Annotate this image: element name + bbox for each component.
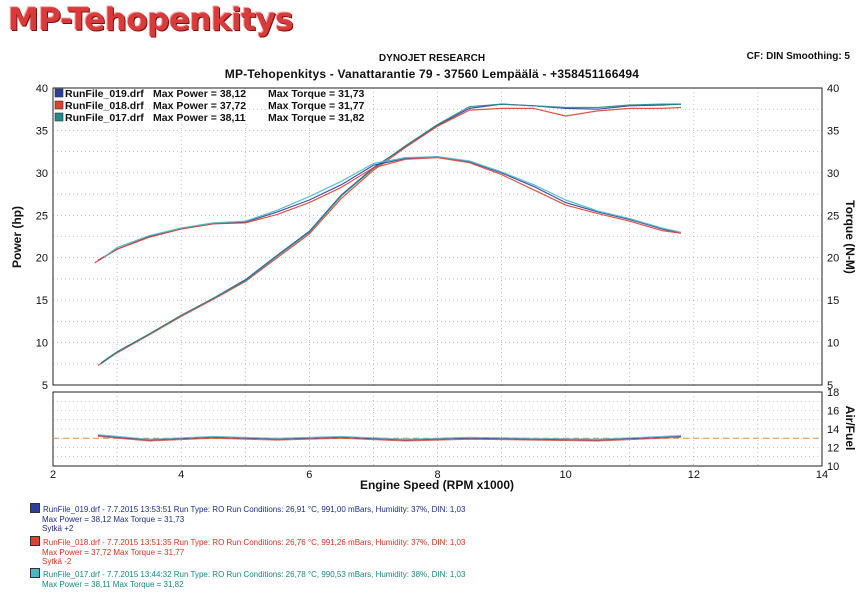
y-tick-label: 25 (36, 210, 48, 222)
y-axis-label: Power (hp) (10, 206, 24, 268)
legend-swatch (54, 112, 64, 122)
x-tick-label: 6 (306, 469, 312, 481)
run-color-swatch (30, 536, 40, 546)
run-details-line: RunFile_019.drf - 7.7.2015 13:53:51 Run … (30, 503, 465, 515)
legend-max-power: Max Power = 38,12 (153, 88, 246, 100)
x-tick-label: 4 (178, 469, 184, 481)
legend-file: RunFile_018.drf (65, 100, 144, 112)
run-details-block: RunFile_019.drf - 7.7.2015 13:53:51 Run … (30, 503, 465, 534)
main-plot-frame (52, 87, 823, 386)
run-conditions-text: RunFile_017.drf - 7.7.2015 13:44:32 Run … (43, 570, 466, 579)
y-tick-label: 35 (36, 125, 48, 137)
legend-max-power: Max Power = 37,72 (153, 100, 246, 112)
afr-axis-label: Air/Fuel (843, 406, 857, 451)
page-title: MP-Tehopenkitys - Vanattarantie 79 - 375… (224, 67, 640, 81)
y2-tick-label: 30 (827, 168, 839, 180)
afr-tick-label: 10 (827, 461, 839, 473)
company-name: DYNOJET RESEARCH (378, 53, 486, 64)
afr-series-line (97, 435, 682, 442)
legend-swatch (54, 100, 64, 110)
y2-tick-label: 15 (827, 295, 839, 307)
correction-factor-label: CF: DIN Smoothing: 5 (746, 51, 850, 62)
run-max-values: Max Power = 37,72 Max Torque = 31,77 (42, 547, 185, 557)
afr-series-line (97, 434, 682, 440)
legend-max-torque: Max Torque = 31,82 (268, 112, 365, 124)
x-axis-label: Engine Speed (RPM x1000) (360, 478, 514, 492)
run-max-values: Max Power = 38,12 Max Torque = 31,73 (42, 514, 185, 524)
afr-tick-label: 16 (827, 406, 839, 418)
run-ignition-note: Sytkä -2 (42, 557, 72, 566)
x-tick-label: 12 (688, 469, 700, 481)
series-line-torque (94, 157, 682, 264)
y-tick-label: 40 (36, 83, 48, 95)
main-plot-grid (53, 88, 822, 385)
x-tick-label: 10 (560, 469, 572, 481)
logo-text: MP-Tehopenkitys (8, 2, 294, 38)
series-line-power (100, 103, 681, 365)
x-tick-label: 8 (434, 469, 440, 481)
legend-file: RunFile_019.drf (65, 88, 144, 100)
series-line-torque (97, 156, 682, 261)
legend-swatch (54, 88, 64, 98)
y2-tick-label: 10 (827, 338, 839, 350)
y-tick-label: 30 (36, 168, 48, 180)
afr-series-line (97, 435, 682, 441)
y2-tick-label: 25 (827, 210, 839, 222)
run-details-block: RunFile_018.drf - 7.7.2015 13:51:35 Run … (30, 536, 465, 567)
legend-max-power: Max Power = 38,11 (153, 112, 246, 124)
run-ignition-note: Sytkä +2 (42, 524, 74, 533)
legend-max-torque: Max Torque = 31,77 (268, 100, 365, 112)
run-conditions-text: RunFile_018.drf - 7.7.2015 13:51:35 Run … (43, 538, 466, 547)
afr-tick-label: 12 (827, 443, 839, 455)
y-tick-label: 20 (36, 253, 48, 265)
series-line-power (100, 103, 682, 364)
y2-tick-label: 5 (827, 380, 833, 392)
series-line-torque (103, 156, 682, 258)
legend-file: RunFile_017.drf (65, 112, 144, 124)
afr-tick-label: 18 (827, 387, 839, 399)
x-tick-label: 2 (50, 469, 56, 481)
series-line-power (97, 106, 682, 367)
y2-tick-label: 35 (827, 125, 839, 137)
run-details-block: RunFile_017.drf - 7.7.2015 13:44:32 Run … (30, 568, 465, 589)
run-max-values: Max Power = 38,11 Max Torque = 31,82 (42, 579, 184, 589)
run-details-line: RunFile_018.drf - 7.7.2015 13:51:35 Run … (30, 536, 465, 548)
y2-axis-label: Torque (N-M) (843, 200, 857, 274)
run-conditions-text: RunFile_019.drf - 7.7.2015 13:53:51 Run … (43, 505, 466, 514)
run-color-swatch (30, 503, 40, 513)
legend-max-torque: Max Torque = 31,73 (268, 88, 365, 100)
afr-plot-frame (52, 391, 823, 467)
y-tick-label: 15 (36, 295, 48, 307)
run-details-line: RunFile_017.drf - 7.7.2015 13:44:32 Run … (30, 568, 465, 580)
y-tick-label: 5 (42, 380, 48, 392)
x-tick-label: 14 (816, 469, 828, 481)
run-color-swatch (30, 568, 40, 578)
afr-tick-label: 14 (827, 424, 839, 436)
y2-tick-label: 20 (827, 253, 839, 265)
y-tick-label: 10 (36, 338, 48, 350)
y2-tick-label: 40 (827, 83, 839, 95)
afr-plot-grid (53, 392, 822, 466)
